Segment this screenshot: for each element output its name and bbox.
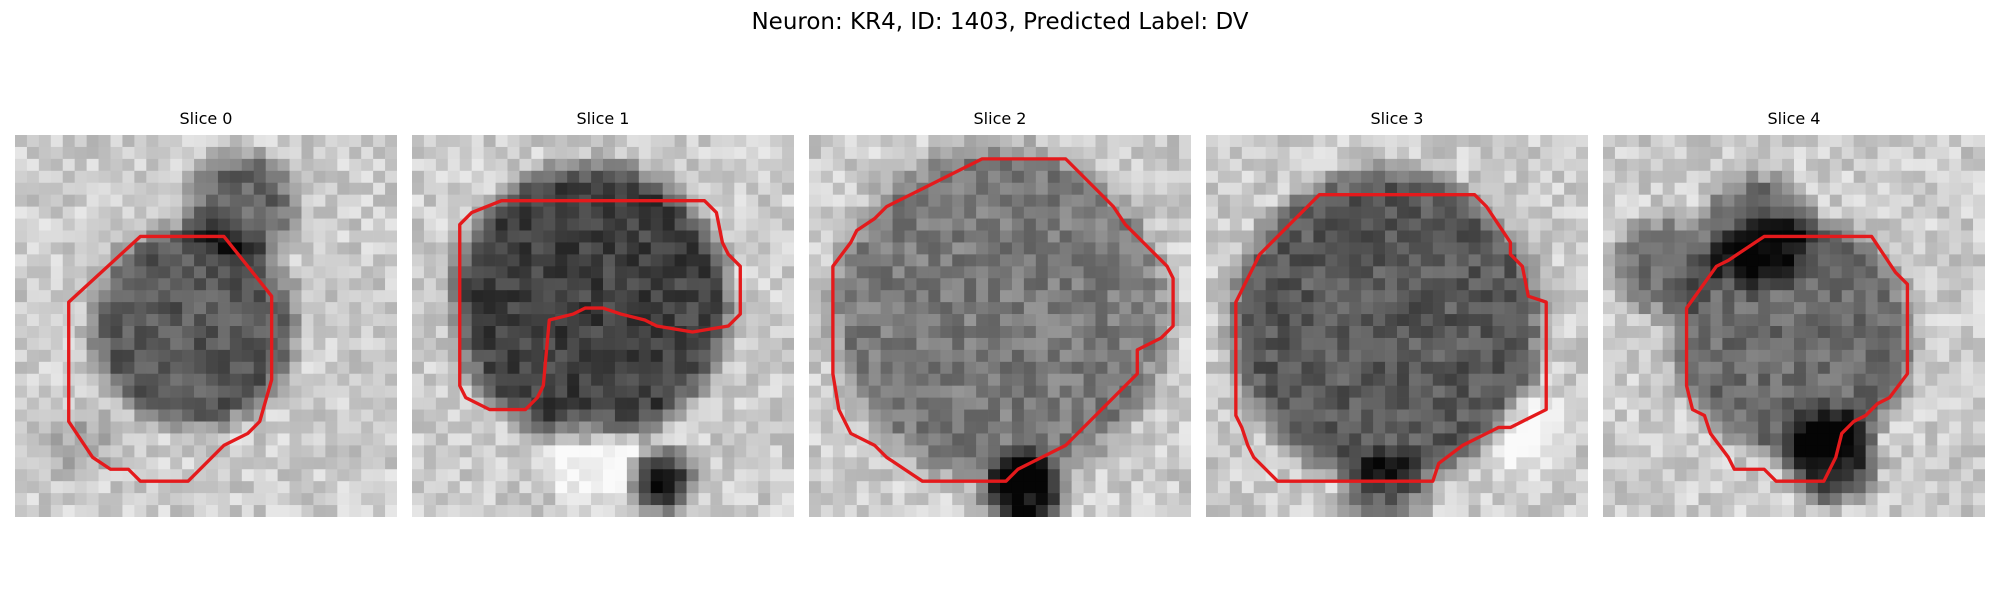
slice-title-1: Slice 1 bbox=[576, 109, 630, 128]
segmentation-contour-1 bbox=[458, 198, 742, 412]
slice-panel-1: Slice 1 bbox=[412, 108, 794, 517]
slice-title-0: Slice 0 bbox=[179, 109, 233, 128]
slice-panel-3: Slice 3 bbox=[1206, 108, 1588, 517]
slice-image-0 bbox=[15, 135, 397, 517]
slice-panel-0: Slice 0 bbox=[15, 108, 397, 517]
slice-image-3 bbox=[1206, 135, 1588, 517]
slice-panel-2: Slice 2 bbox=[809, 108, 1191, 517]
slice-title-2: Slice 2 bbox=[973, 109, 1027, 128]
slice-panel-4: Slice 4 bbox=[1603, 108, 1985, 517]
slice-image-4 bbox=[1603, 135, 1985, 517]
slice-title-4: Slice 4 bbox=[1767, 109, 1821, 128]
slice-image-2 bbox=[809, 135, 1191, 517]
segmentation-contour-2 bbox=[831, 157, 1175, 483]
segmentation-contour-0 bbox=[67, 234, 274, 483]
segmentation-contour-3 bbox=[1234, 193, 1548, 483]
slice-pixels-4 bbox=[1603, 135, 1985, 517]
figure-title: Neuron: KR4, ID: 1403, Predicted Label: … bbox=[751, 9, 1249, 35]
slice-pixels-3 bbox=[1206, 135, 1588, 517]
slice-pixels-2 bbox=[809, 135, 1191, 517]
slice-image-1 bbox=[412, 135, 794, 517]
slice-pixels-0 bbox=[15, 135, 397, 517]
slice-pixels-1 bbox=[412, 135, 794, 517]
slice-title-3: Slice 3 bbox=[1370, 109, 1424, 128]
segmentation-contour-4 bbox=[1684, 234, 1910, 483]
